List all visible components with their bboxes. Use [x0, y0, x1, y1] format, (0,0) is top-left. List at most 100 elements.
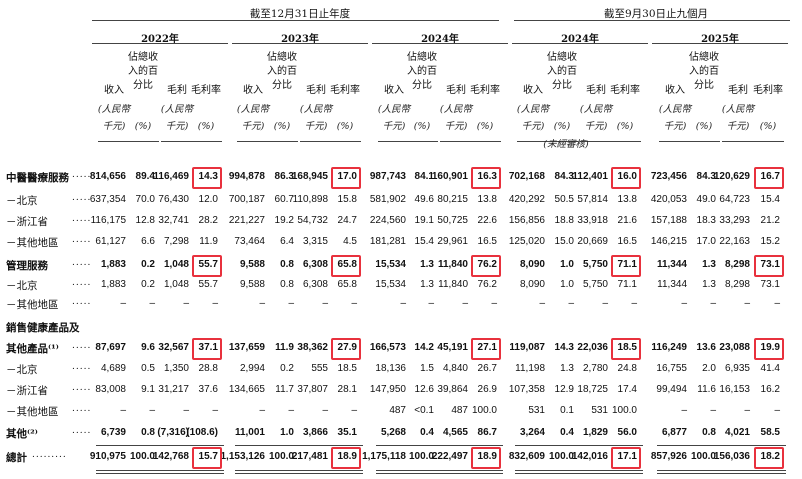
column-header: 佔總收入的百分比 — [689, 52, 719, 91]
cell-value: 11.9 — [275, 342, 294, 353]
cell-value: 156,036 — [713, 451, 750, 462]
cell-value: 0.4 — [560, 427, 574, 438]
cell-value: 120,629 — [713, 171, 750, 182]
cell-value: 910,975 — [89, 451, 126, 462]
cell-value: 17.0 — [696, 236, 716, 247]
cell-value: 1.3 — [560, 363, 574, 374]
total-double-rule — [657, 470, 693, 474]
column-rule — [127, 141, 159, 142]
highlight-box — [331, 338, 361, 360]
year-rule — [512, 43, 648, 44]
column-rule — [237, 141, 269, 142]
total-double-rule — [404, 470, 440, 474]
cell-value: 50.5 — [554, 194, 574, 205]
cell-value: – — [400, 298, 406, 309]
cell-value: 80,215 — [437, 194, 468, 205]
cell-value: 142,016 — [571, 451, 608, 462]
total-rule — [235, 445, 271, 446]
highlight-box — [192, 338, 222, 360]
cell-value: – — [288, 298, 294, 309]
total-rule — [125, 445, 161, 446]
cell-value: 100.0 — [548, 451, 574, 462]
year-header: 2023年 — [281, 34, 319, 45]
cell-value: – — [710, 405, 716, 416]
cell-value: 49.6 — [414, 194, 434, 205]
cell-value: 116,469 — [153, 171, 189, 182]
cell-value: 15,534 — [375, 279, 406, 290]
cell-value: – — [602, 298, 608, 309]
cell-value: 83,008 — [95, 384, 126, 395]
cell-value: 1,048 — [163, 279, 189, 290]
cell-value: 16.2 — [760, 384, 780, 395]
cell-value: 11,198 — [515, 363, 545, 374]
cell-value: 99,494 — [656, 384, 687, 395]
total-rule — [750, 445, 786, 446]
cell-value: 581,902 — [369, 194, 406, 205]
cell-value: 56.0 — [617, 427, 637, 438]
cell-value: 29,961 — [437, 236, 468, 247]
cell-value: 0.8 — [280, 279, 294, 290]
cell-value: 1.3 — [420, 279, 434, 290]
cell-value: – — [149, 298, 155, 309]
cell-value: 19.1 — [414, 215, 434, 226]
highlight-box — [611, 167, 641, 189]
cell-value: 994,878 — [228, 171, 265, 182]
cell-value: 28.8 — [198, 363, 218, 374]
cell-value: 26.7 — [477, 363, 497, 374]
leader-dots: .......... — [72, 258, 92, 268]
cell-value: 1.3 — [420, 259, 434, 270]
highlight-box — [471, 255, 501, 277]
cell-value: 100.0 — [268, 451, 294, 462]
cell-value: 0.2 — [280, 363, 294, 374]
cell-value: 4,021 — [724, 427, 750, 438]
cell-value: 19.9 — [760, 342, 780, 353]
row-label: 管理服務 — [6, 260, 48, 272]
group-header-fy: 截至12月31日止年度 — [249, 8, 351, 20]
column-unit: (%) — [134, 121, 152, 132]
row-label: 中醫醫療服務 — [6, 172, 69, 184]
cell-value: – — [710, 298, 716, 309]
cell-value: 0.8 — [141, 427, 155, 438]
cell-value: 137,659 — [228, 342, 265, 353]
cell-value: 4.5 — [343, 236, 357, 247]
cell-value: 18,136 — [375, 363, 406, 374]
cell-value: 49.0 — [696, 194, 716, 205]
column-unit: (人民幣千元) — [439, 104, 473, 132]
cell-value: 1.5 — [420, 363, 434, 374]
highlight-box — [192, 255, 222, 277]
total-rule — [188, 445, 224, 446]
year-rule — [92, 43, 228, 44]
highlight-box — [754, 167, 784, 189]
cell-value: 16.7 — [760, 171, 780, 182]
cell-value: 2.0 — [702, 363, 716, 374]
cell-value: 11,344 — [657, 279, 687, 290]
column-rule — [722, 141, 754, 142]
cell-value: 22,163 — [719, 236, 750, 247]
row-label: －北京 — [6, 195, 38, 207]
cell-value: 9,588 — [239, 259, 265, 270]
cell-value: 6.4 — [280, 236, 294, 247]
cell-value: 3,866 — [302, 427, 328, 438]
column-unit: (%) — [616, 121, 634, 132]
cell-value: 11,840 — [437, 259, 468, 270]
cell-value: 5,268 — [380, 427, 406, 438]
cell-value: 125,020 — [508, 236, 545, 247]
leader-dots: .......... — [72, 214, 92, 224]
cell-value: 11,001 — [234, 427, 265, 438]
highlight-box — [331, 447, 361, 469]
total-rule — [327, 445, 363, 446]
total-double-rule — [578, 470, 614, 474]
cell-value: 89.4 — [135, 171, 155, 182]
cell-value: 12.9 — [554, 384, 574, 395]
cell-value: 13.8 — [477, 194, 497, 205]
total-double-rule — [720, 470, 756, 474]
cell-value: – — [568, 298, 574, 309]
total-double-rule — [327, 470, 363, 474]
group-header-9m: 截至9月30日止九個月 — [603, 8, 709, 20]
cell-value: – — [681, 405, 687, 416]
year-header: 2024年 — [561, 34, 599, 45]
unaudited-note: (未經審核) — [543, 139, 589, 150]
cell-value: 832,609 — [508, 451, 545, 462]
cell-value: 857,926 — [650, 451, 687, 462]
cell-value: 157,188 — [650, 215, 687, 226]
